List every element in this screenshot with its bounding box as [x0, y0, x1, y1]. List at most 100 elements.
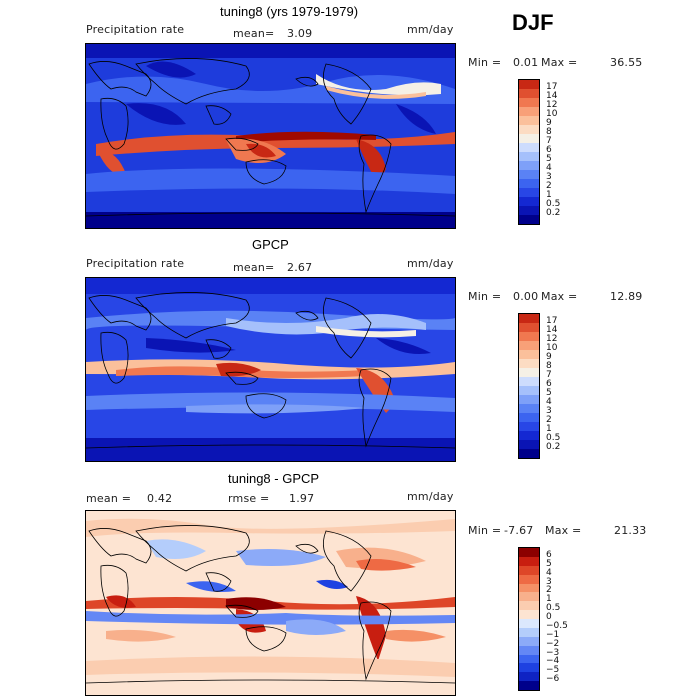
colorbar-swatch — [519, 619, 539, 628]
colorbar-tick-label: 14 — [546, 91, 558, 101]
colorbar-swatch — [519, 592, 539, 602]
colorbar-swatch — [519, 323, 539, 332]
panel3-max-label: Max = — [545, 524, 582, 537]
panel2-max-label: Max = — [541, 290, 578, 303]
panel2-mean-label: mean= — [233, 261, 275, 274]
colorbar-tick-label: 1 — [546, 190, 552, 200]
colorbar-tick-label: −1 — [546, 629, 560, 640]
panel1-title: tuning8 (yrs 1979-1979) — [220, 4, 359, 19]
panel3-rmse-label: rmse = — [228, 492, 270, 505]
panel3-units: mm/day — [407, 490, 454, 503]
colorbar-tick-label: 0.5 — [546, 433, 561, 443]
colorbar-swatch — [519, 556, 539, 566]
panel1-map-field — [86, 44, 455, 228]
colorbar-tick-label: 5 — [546, 388, 552, 398]
colorbar-tick-label: 5 — [546, 558, 552, 569]
colorbar-swatch — [519, 681, 539, 690]
colorbar-swatch — [519, 314, 539, 323]
colorbar-swatch — [519, 672, 539, 682]
colorbar-swatch — [519, 161, 539, 170]
colorbar-tick-label: 6 — [546, 145, 552, 155]
colorbar-tick-label: 0 — [546, 612, 552, 622]
colorbar-swatch — [519, 206, 539, 215]
panel1-max-label: Max = — [541, 56, 578, 69]
colorbar-swatch — [519, 601, 539, 611]
colorbar-swatch — [519, 170, 539, 179]
panel2-min-value: 0.00 — [513, 290, 539, 303]
panel1-map — [85, 43, 456, 229]
panel2-map-field — [86, 278, 455, 461]
panel3-max-value: 21.33 — [614, 524, 647, 537]
panel3-map-field — [86, 511, 455, 695]
colorbar-swatch — [519, 645, 539, 655]
panel1-colorbar-labels: 17 14 12 10 9 8 7 6 5 4 3 2 1 0.5 0.2 — [546, 79, 586, 225]
colorbar-swatch — [519, 663, 539, 673]
panel3-rmse-value: 1.97 — [289, 492, 315, 505]
colorbar-swatch — [519, 413, 539, 422]
colorbar-tick-label: 8 — [546, 361, 552, 371]
colorbar-tick-label: 14 — [546, 325, 558, 335]
colorbar-tick-label: 0.2 — [546, 442, 561, 452]
colorbar-tick-label: 5 — [546, 154, 552, 164]
colorbar-swatch — [519, 368, 539, 377]
panel1-field-label: Precipitation rate — [86, 23, 185, 36]
colorbar-tick-label: 10 — [546, 109, 558, 119]
colorbar-swatch — [519, 377, 539, 386]
colorbar-tick-label: 0.5 — [546, 603, 561, 614]
colorbar-swatch — [519, 440, 539, 449]
colorbar-tick-label: 9 — [546, 118, 552, 128]
colorbar-tick-label: 0.5 — [546, 199, 561, 209]
colorbar-swatch — [519, 395, 539, 404]
colorbar-tick-label: −5 — [546, 665, 560, 676]
panel2-units: mm/day — [407, 257, 454, 270]
colorbar-tick-label: 3 — [546, 172, 552, 182]
colorbar-tick-label: −3 — [546, 647, 560, 658]
colorbar-swatch — [519, 125, 539, 134]
colorbar-swatch — [519, 215, 539, 224]
colorbar-tick-label: 1 — [546, 424, 552, 434]
colorbar-tick-label: −6 — [546, 674, 560, 685]
colorbar-swatch — [519, 565, 539, 575]
colorbar-swatch — [519, 98, 539, 107]
panel1-mean-value: 3.09 — [287, 27, 313, 40]
colorbar-tick-label: 8 — [546, 127, 552, 137]
panel2-mean-value: 2.67 — [287, 261, 313, 274]
colorbar-swatch — [519, 197, 539, 206]
colorbar-swatch — [519, 431, 539, 440]
colorbar-tick-label: −4 — [546, 656, 560, 667]
colorbar-swatch — [519, 188, 539, 197]
colorbar-swatch — [519, 80, 539, 89]
panel3-mean-value: 0.42 — [147, 492, 173, 505]
colorbar-swatch — [519, 107, 539, 116]
colorbar-tick-label: −2 — [546, 638, 560, 649]
colorbar-tick-label: 2 — [546, 181, 552, 191]
colorbar-tick-label: 7 — [546, 370, 552, 380]
colorbar-swatch — [519, 548, 539, 557]
colorbar-tick-label: 2 — [546, 585, 552, 596]
panel3-min-value: -7.67 — [504, 524, 534, 537]
colorbar-tick-label: 6 — [546, 379, 552, 389]
panel3-map — [85, 510, 456, 696]
panel1-min-label: Min = — [468, 56, 502, 69]
colorbar-tick-label: 0.2 — [546, 208, 561, 218]
colorbar-tick-label: 4 — [546, 163, 552, 173]
panel1-max-value: 36.55 — [610, 56, 643, 69]
colorbar-swatch — [519, 134, 539, 143]
colorbar-tick-label: 12 — [546, 334, 558, 344]
panel1-colorbar — [518, 79, 540, 225]
colorbar-swatch — [519, 627, 539, 637]
colorbar-tick-label: 3 — [546, 406, 552, 416]
colorbar-swatch — [519, 610, 539, 619]
colorbar-swatch — [519, 179, 539, 188]
colorbar-tick-label: 17 — [546, 82, 558, 92]
colorbar-swatch — [519, 574, 539, 584]
panel1-min-value: 0.01 — [513, 56, 539, 69]
colorbar-swatch — [519, 89, 539, 98]
panel1-units: mm/day — [407, 23, 454, 36]
colorbar-tick-label: 3 — [546, 576, 552, 587]
panel3-colorbar-labels: 6 5 4 3 2 1 0.5 0 −0.5 −1 −2 −3 −4 −5 −6 — [546, 547, 586, 691]
panel3-min-label: Min = — [468, 524, 502, 537]
colorbar-swatch — [519, 116, 539, 125]
panel2-title: GPCP — [252, 237, 289, 252]
panel2-colorbar — [518, 313, 540, 459]
